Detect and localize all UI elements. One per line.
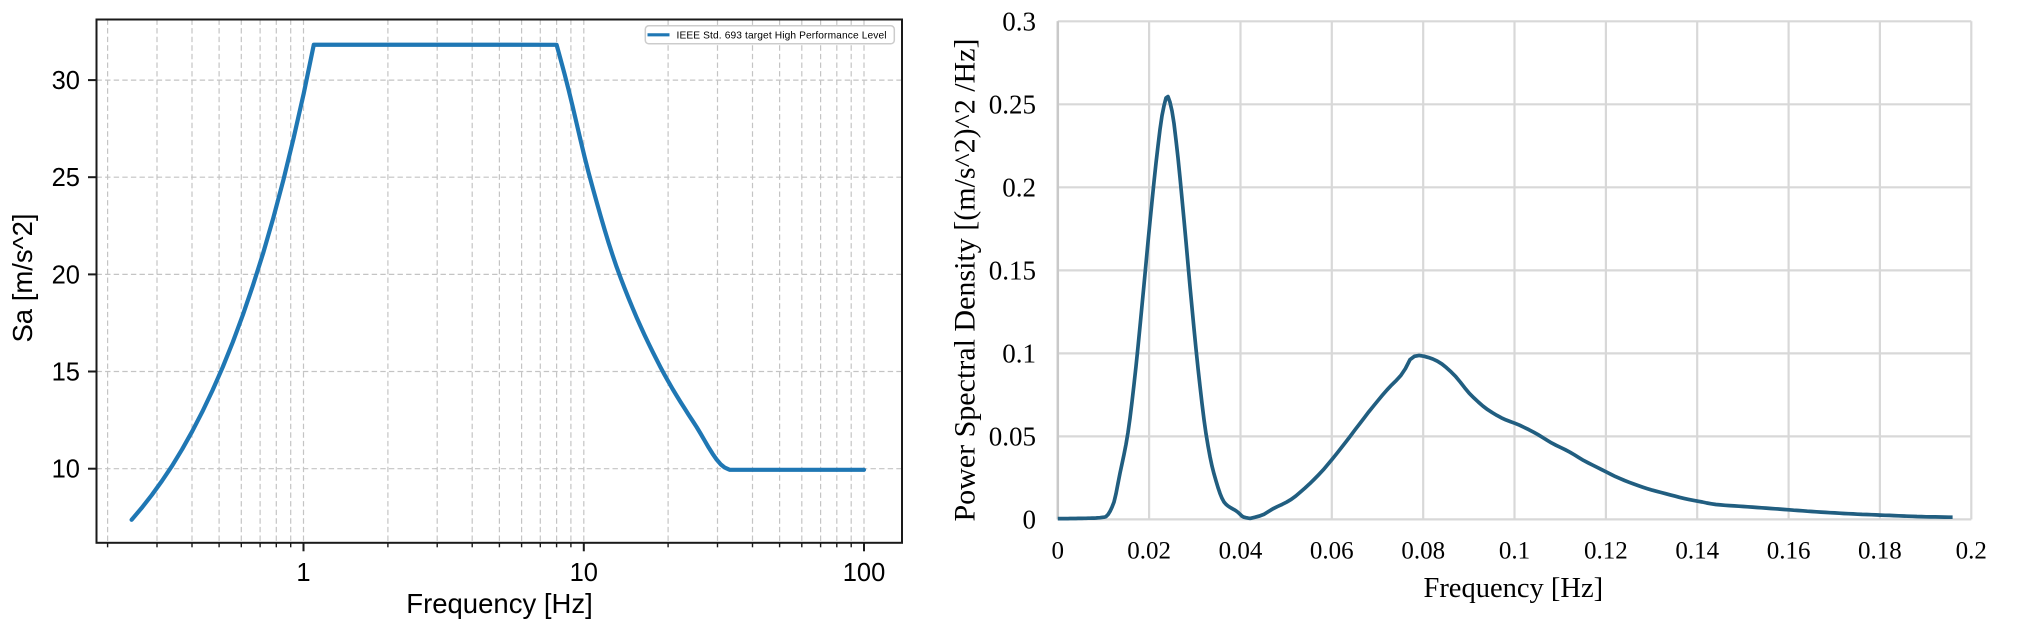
svg-text:0.05: 0.05 bbox=[989, 421, 1036, 451]
svg-text:0.3: 0.3 bbox=[1002, 6, 1036, 36]
svg-text:10: 10 bbox=[570, 559, 598, 587]
svg-text:0.1: 0.1 bbox=[1499, 538, 1530, 565]
svg-text:Frequency [Hz]: Frequency [Hz] bbox=[1423, 573, 1603, 604]
svg-text:0.06: 0.06 bbox=[1310, 538, 1354, 565]
svg-text:20: 20 bbox=[52, 261, 80, 289]
svg-text:0.08: 0.08 bbox=[1401, 538, 1445, 565]
svg-text:0: 0 bbox=[1023, 504, 1037, 534]
svg-text:25: 25 bbox=[52, 164, 80, 192]
svg-text:100: 100 bbox=[843, 559, 886, 587]
svg-text:Power Spectral Density [(m/s^2: Power Spectral Density [(m/s^2)^2 /Hz] bbox=[949, 38, 982, 521]
svg-text:0.2: 0.2 bbox=[1002, 172, 1036, 202]
svg-text:0: 0 bbox=[1052, 538, 1065, 565]
svg-text:0.18: 0.18 bbox=[1858, 538, 1902, 565]
svg-text:1: 1 bbox=[296, 559, 310, 587]
svg-text:0.16: 0.16 bbox=[1767, 538, 1811, 565]
svg-text:0.02: 0.02 bbox=[1127, 538, 1171, 565]
svg-text:0.2: 0.2 bbox=[1956, 538, 1987, 565]
svg-text:15: 15 bbox=[52, 359, 80, 387]
svg-text:0.04: 0.04 bbox=[1219, 538, 1263, 565]
svg-text:30: 30 bbox=[52, 67, 80, 95]
svg-text:0.12: 0.12 bbox=[1584, 538, 1628, 565]
svg-text:Frequency [Hz]: Frequency [Hz] bbox=[406, 588, 592, 619]
svg-text:10: 10 bbox=[52, 456, 80, 484]
svg-text:0.15: 0.15 bbox=[989, 255, 1036, 285]
svg-text:0.1: 0.1 bbox=[1002, 338, 1036, 368]
svg-text:IEEE Std. 693 target High Perf: IEEE Std. 693 target High Performance Le… bbox=[677, 30, 887, 41]
svg-text:Sa [m/s^2]: Sa [m/s^2] bbox=[7, 213, 38, 342]
svg-text:0.25: 0.25 bbox=[989, 89, 1036, 119]
svg-text:0.14: 0.14 bbox=[1675, 538, 1719, 565]
